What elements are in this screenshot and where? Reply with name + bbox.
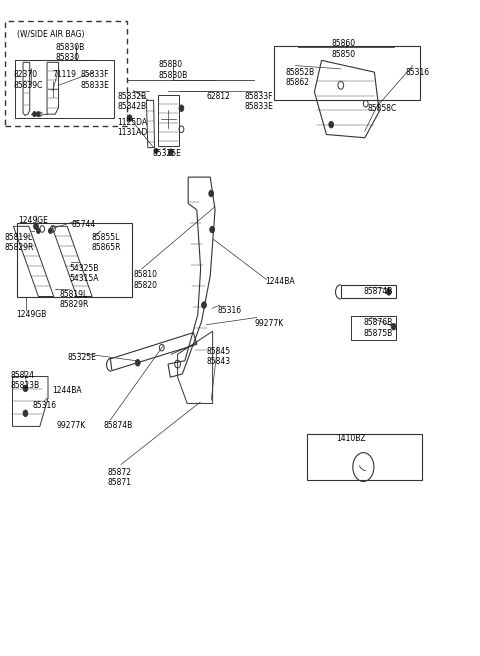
Circle shape bbox=[210, 226, 215, 233]
Text: 1125DA
1131AD: 1125DA 1131AD bbox=[118, 118, 148, 138]
Circle shape bbox=[48, 228, 52, 234]
Circle shape bbox=[168, 149, 173, 155]
Circle shape bbox=[329, 121, 334, 128]
Bar bbox=[307, 434, 422, 480]
Text: 85810
85820: 85810 85820 bbox=[133, 270, 157, 290]
Bar bbox=[15, 60, 114, 118]
Text: 85833F
85833E: 85833F 85833E bbox=[245, 92, 274, 112]
Circle shape bbox=[154, 148, 158, 154]
Bar bbox=[274, 46, 420, 100]
Text: 85874B: 85874B bbox=[364, 287, 393, 297]
Circle shape bbox=[34, 223, 38, 230]
Circle shape bbox=[202, 302, 206, 308]
Text: 85860
85850: 85860 85850 bbox=[331, 39, 355, 59]
Text: 85819L
85829R: 85819L 85829R bbox=[59, 290, 88, 310]
Text: 54325B
54315A: 54325B 54315A bbox=[70, 264, 99, 283]
Text: 85845
85843: 85845 85843 bbox=[206, 347, 230, 367]
Text: (W/SIDE AIR BAG): (W/SIDE AIR BAG) bbox=[17, 30, 84, 39]
Text: 85824
85823B: 85824 85823B bbox=[11, 371, 40, 390]
Text: 1249GB: 1249GB bbox=[16, 310, 46, 319]
Circle shape bbox=[33, 112, 36, 117]
Text: 85744: 85744 bbox=[71, 220, 96, 230]
Text: 85852B
85862: 85852B 85862 bbox=[286, 68, 315, 87]
Text: 85855L
85865R: 85855L 85865R bbox=[91, 233, 120, 253]
Circle shape bbox=[36, 112, 40, 117]
Text: 99277K: 99277K bbox=[57, 421, 86, 430]
Bar bbox=[5, 21, 127, 126]
Text: 85858C: 85858C bbox=[367, 104, 396, 113]
Text: 85316: 85316 bbox=[218, 306, 242, 315]
Text: 85832B
85842B: 85832B 85842B bbox=[118, 92, 147, 112]
Text: 85872
85871: 85872 85871 bbox=[108, 468, 132, 487]
Text: 1244BA: 1244BA bbox=[265, 277, 295, 287]
Text: 85830
85830B: 85830 85830B bbox=[158, 60, 188, 80]
Circle shape bbox=[179, 105, 184, 112]
Bar bbox=[17, 223, 132, 297]
Circle shape bbox=[23, 410, 28, 417]
Circle shape bbox=[209, 190, 214, 197]
Circle shape bbox=[391, 323, 396, 330]
Text: 82370
85839C: 82370 85839C bbox=[13, 70, 43, 90]
Text: 85316: 85316 bbox=[33, 401, 57, 411]
Text: 1249GE: 1249GE bbox=[18, 216, 48, 225]
Text: 85876B
85875B: 85876B 85875B bbox=[364, 318, 393, 338]
Circle shape bbox=[135, 359, 140, 366]
Text: 85316: 85316 bbox=[406, 68, 430, 77]
Circle shape bbox=[23, 385, 28, 392]
Text: 85325E: 85325E bbox=[153, 149, 181, 158]
Text: 85325E: 85325E bbox=[67, 353, 96, 362]
Text: 1410BZ: 1410BZ bbox=[336, 434, 366, 443]
Text: 1244BA: 1244BA bbox=[52, 386, 82, 395]
Text: 71119: 71119 bbox=[52, 70, 76, 79]
Text: 99277K: 99277K bbox=[254, 319, 284, 328]
Circle shape bbox=[36, 228, 40, 234]
Text: 85819L
85829R: 85819L 85829R bbox=[5, 233, 34, 253]
Text: 85874B: 85874B bbox=[103, 421, 132, 430]
Text: 85830B
85830: 85830B 85830 bbox=[55, 43, 84, 62]
Text: 85833F
85833E: 85833F 85833E bbox=[81, 70, 109, 90]
Circle shape bbox=[127, 115, 132, 121]
Text: 62812: 62812 bbox=[206, 92, 230, 101]
Circle shape bbox=[386, 289, 391, 295]
